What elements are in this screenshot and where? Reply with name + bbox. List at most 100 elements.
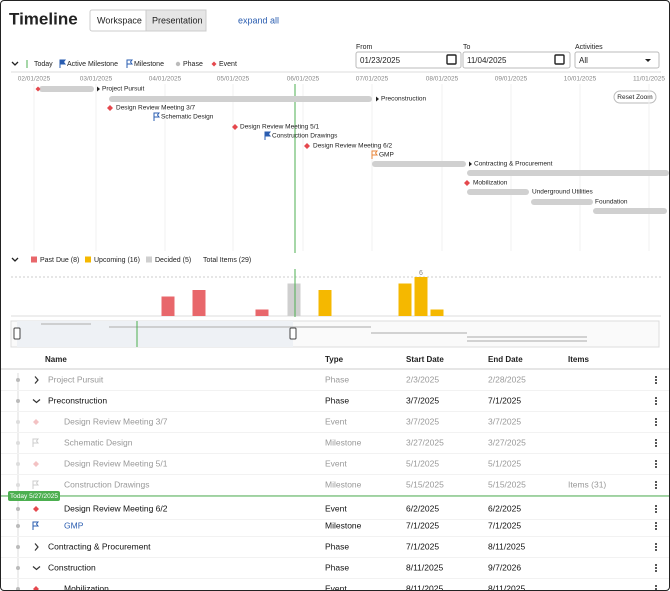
row-type: Phase — [325, 541, 349, 551]
reset-zoom-label: Reset Zoom — [617, 94, 652, 101]
event-diamond — [232, 124, 238, 130]
bar-label: 6 — [419, 270, 423, 277]
milestone-flag — [153, 112, 160, 121]
legend-label: Event — [219, 61, 237, 68]
row-menu-dot[interactable] — [655, 525, 657, 527]
row-menu-dot[interactable] — [655, 546, 657, 548]
row-menu-dot[interactable] — [655, 508, 657, 510]
row-menu-dot[interactable] — [655, 528, 657, 530]
row-menu-dot[interactable] — [655, 376, 657, 378]
row-name: Project Pursuit — [48, 374, 104, 384]
gantt-label: Contracting & Procurement — [474, 161, 553, 168]
row-name: Design Review Meeting 5/1 — [64, 458, 168, 468]
row-menu-dot[interactable] — [655, 585, 657, 587]
legend-swatch — [146, 256, 152, 263]
row-menu-dot[interactable] — [655, 442, 657, 444]
row-menu-dot[interactable] — [655, 439, 657, 441]
legend-swatch — [85, 256, 91, 263]
event-diamond — [464, 180, 470, 186]
calendar-icon[interactable] — [446, 54, 457, 65]
tree-node — [16, 587, 20, 590]
histogram-bar — [161, 296, 175, 316]
expand-all-link[interactable]: expand all — [238, 15, 279, 25]
filter-label: To — [463, 44, 471, 51]
range-handle[interactable] — [289, 327, 297, 340]
row-menu-dot[interactable] — [655, 463, 657, 465]
row-menu-dot[interactable] — [655, 549, 657, 551]
row-name: Schematic Design — [64, 437, 133, 447]
row-menu-dot[interactable] — [655, 418, 657, 420]
row-menu-dot[interactable] — [655, 460, 657, 462]
row-menu-dot[interactable] — [655, 421, 657, 423]
collapse-chevron[interactable] — [32, 399, 41, 404]
row-menu-dot[interactable] — [655, 424, 657, 426]
row-type: Event — [325, 583, 347, 590]
event-diamond — [33, 506, 39, 512]
gantt-label: Preconstruction — [381, 96, 427, 103]
legend-label: Decided (5) — [155, 257, 191, 264]
phase-bar — [531, 199, 593, 205]
tree-node — [16, 378, 20, 382]
row-menu-dot[interactable] — [655, 400, 657, 402]
row-name: Preconstruction — [48, 395, 107, 405]
legend-label: Today — [34, 61, 53, 68]
row-menu-dot[interactable] — [655, 397, 657, 399]
row-start: 7/1/2025 — [406, 520, 439, 530]
row-menu-dot[interactable] — [655, 487, 657, 489]
month-label: 05/01/2025 — [217, 76, 250, 83]
gantt-label: Design Review Meeting 5/1 — [240, 124, 320, 131]
tab[interactable]: Workspace — [97, 15, 142, 25]
row-name: Mobilization — [64, 583, 109, 590]
tree-node — [16, 483, 20, 487]
range-handle[interactable] — [13, 327, 21, 340]
calendar-icon[interactable] — [554, 54, 565, 65]
histogram-bar — [255, 309, 269, 316]
date-input[interactable] — [355, 51, 462, 69]
collapse-chevron[interactable] — [32, 566, 41, 571]
row-type: Event — [325, 503, 347, 513]
tree-node — [16, 507, 20, 511]
row-menu-dot[interactable] — [655, 481, 657, 483]
row-menu-dot[interactable] — [655, 382, 657, 384]
row-name: GMP — [64, 520, 84, 530]
row-menu-dot[interactable] — [655, 466, 657, 468]
row-menu-dot[interactable] — [655, 511, 657, 513]
row-end: 8/11/2025 — [488, 583, 525, 590]
row-menu-dot[interactable] — [655, 522, 657, 524]
today-badge — [8, 491, 60, 501]
row-menu-dot[interactable] — [655, 505, 657, 507]
row-menu-dot[interactable] — [655, 543, 657, 545]
row-menu-dot[interactable] — [655, 445, 657, 447]
expand-chevron[interactable] — [34, 543, 39, 551]
row-menu-dot[interactable] — [655, 570, 657, 572]
total-label: Total Items (29) — [203, 257, 251, 264]
row-menu-dot[interactable] — [655, 379, 657, 381]
tab[interactable]: Presentation — [152, 15, 203, 25]
column-header: End Date — [488, 355, 523, 364]
milestone-flag — [59, 59, 66, 68]
legend-label: Upcoming (16) — [94, 257, 140, 264]
expand-chevron[interactable] — [34, 376, 39, 384]
histogram-bar — [414, 277, 428, 316]
row-menu-dot[interactable] — [655, 403, 657, 405]
select-input[interactable] — [574, 51, 660, 69]
legend-label: Phase — [183, 61, 203, 68]
collapse-chevron[interactable] — [11, 257, 19, 262]
collapse-chevron[interactable] — [11, 61, 19, 66]
date-input[interactable] — [462, 51, 571, 69]
phase-bar — [593, 208, 667, 214]
row-menu-dot[interactable] — [655, 484, 657, 486]
row-type: Milestone — [325, 520, 362, 530]
milestone-flag — [32, 480, 39, 489]
row-name: Construction — [48, 562, 96, 572]
row-menu-dot[interactable] — [655, 564, 657, 566]
row-start: 5/15/2025 — [406, 479, 444, 489]
reset-zoom-button[interactable] — [613, 90, 657, 104]
gantt-label: Foundation — [595, 199, 628, 206]
row-menu-dot[interactable] — [655, 588, 657, 590]
select-value: All — [579, 56, 588, 65]
row-type: Event — [325, 416, 347, 426]
gantt-label: GMP — [379, 152, 394, 159]
month-label: 04/01/2025 — [149, 76, 182, 83]
row-menu-dot[interactable] — [655, 567, 657, 569]
